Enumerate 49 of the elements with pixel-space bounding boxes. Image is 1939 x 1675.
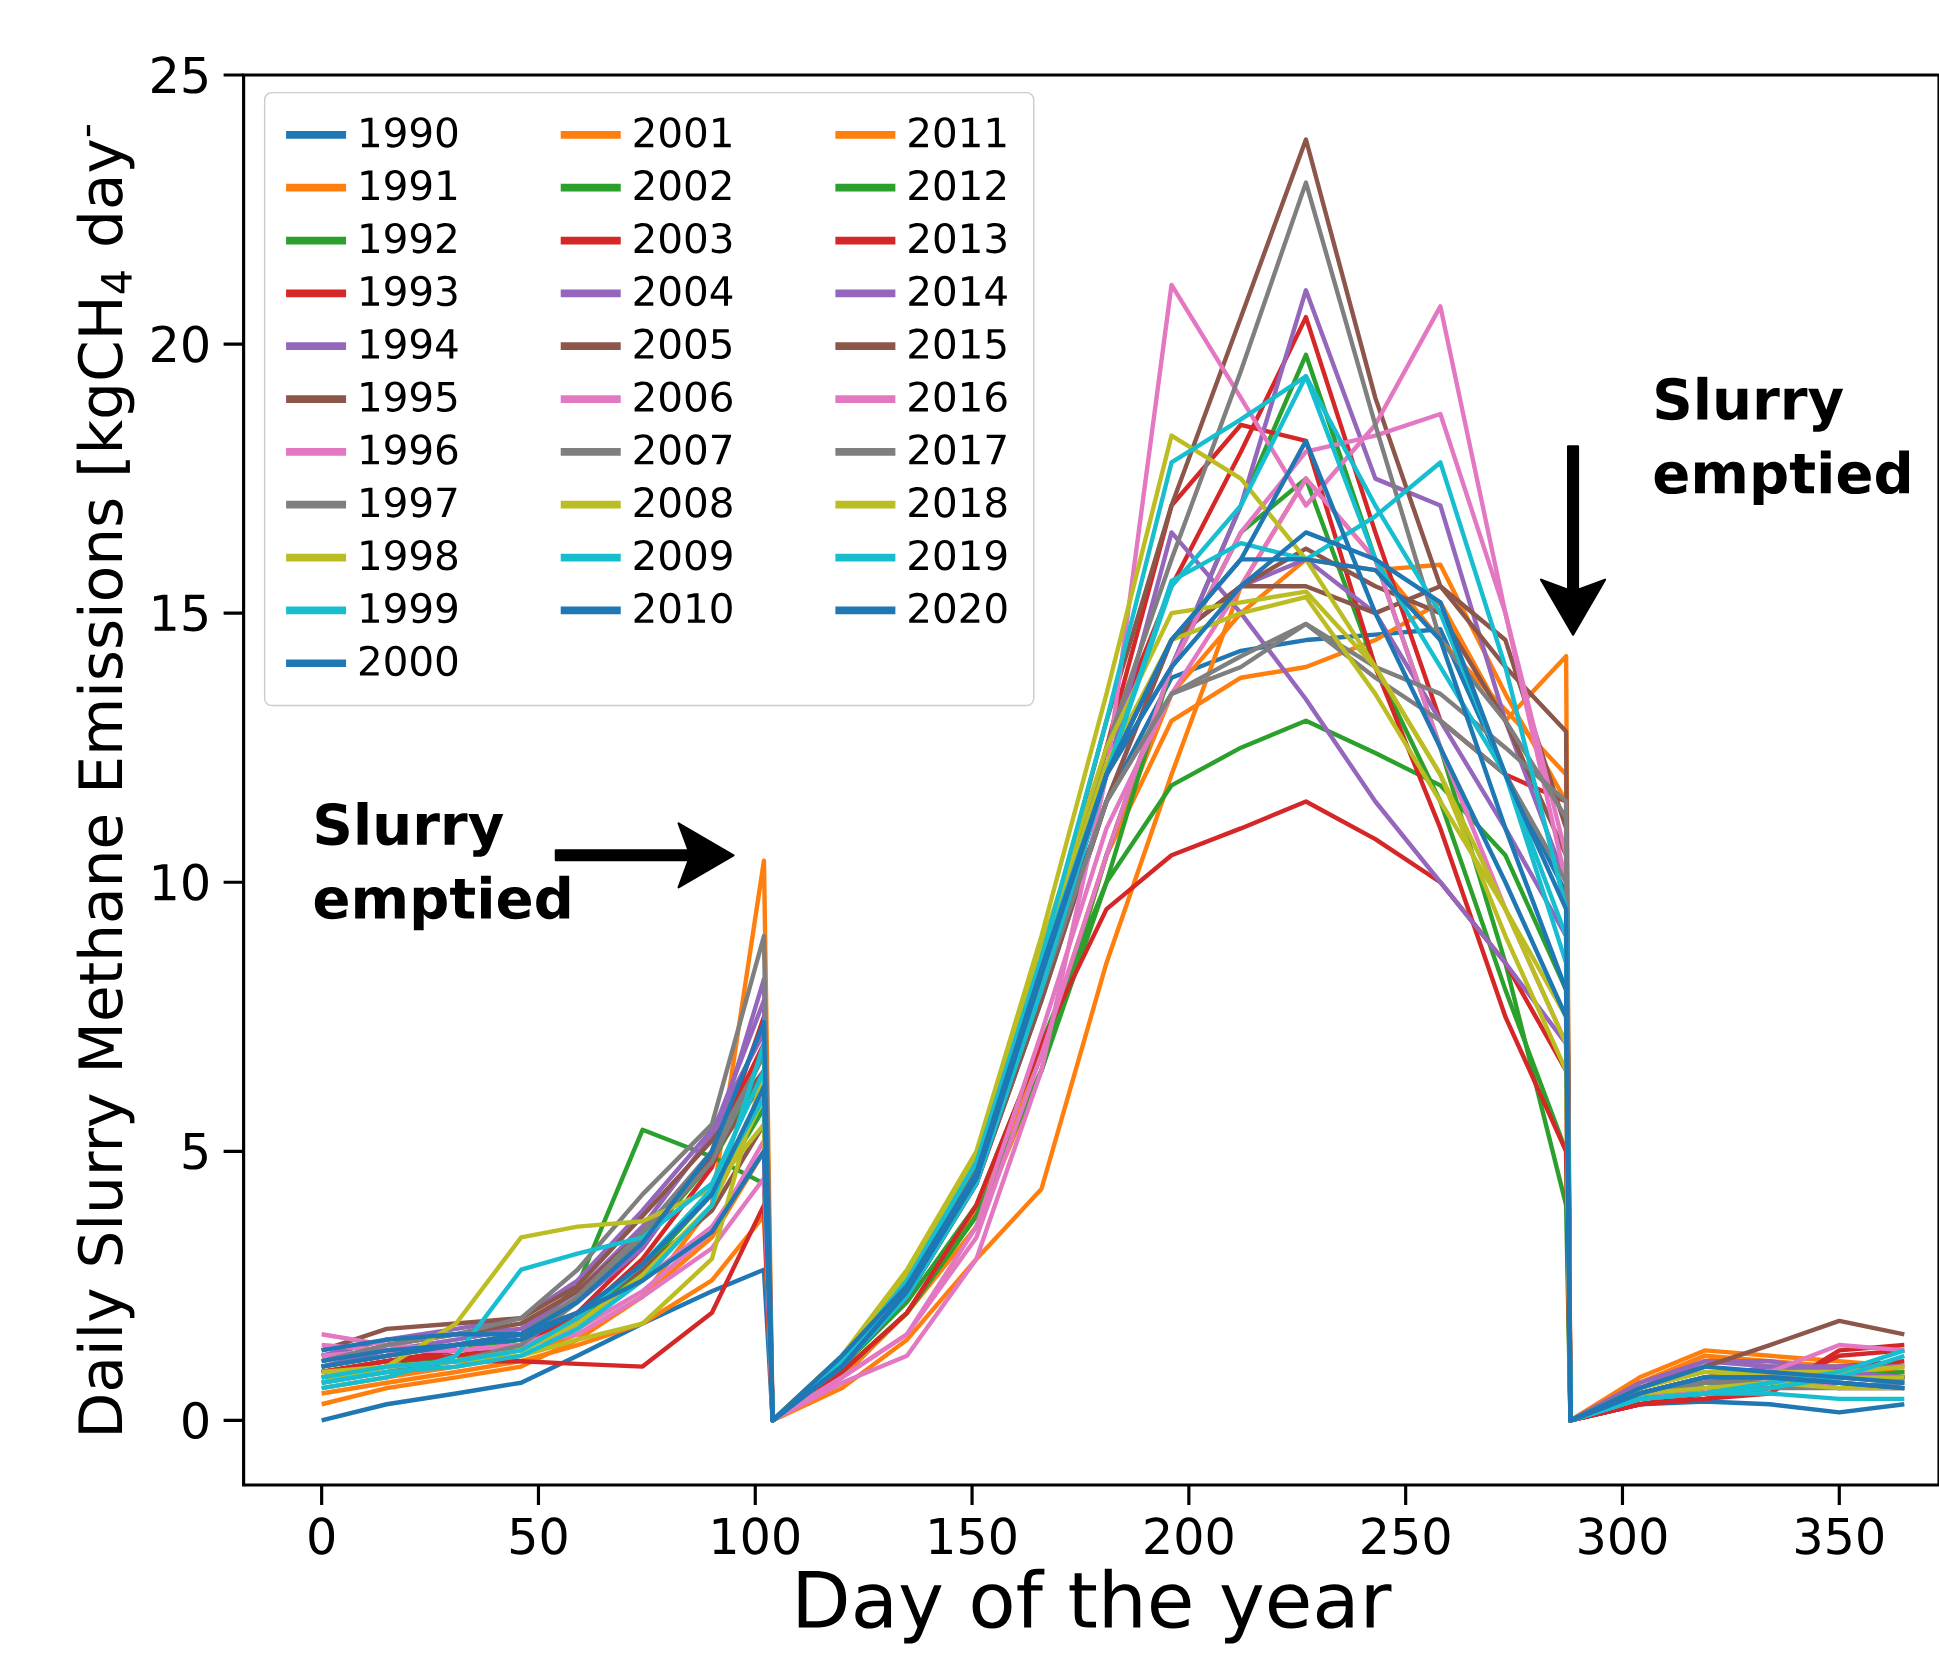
legend-label: 2014 [909,275,1007,307]
legend-label: 2017 [909,434,1006,465]
legend-label: 1993 [361,275,457,307]
x-tick-label: 150 [930,1517,1016,1555]
x-tick-label: 200 [1145,1517,1233,1555]
legend-label: 1992 [361,222,456,254]
legend-label: 2019 [909,539,1007,571]
legend-label: 1996 [361,434,458,465]
legend-label: 2015 [909,328,1006,360]
legend-label: 2016 [909,381,1007,412]
annotation: Slurry emptied [314,801,570,931]
legend-label: 2008 [634,487,732,518]
y-tick-label: 20 [152,325,208,363]
legend-label: 2000 [359,645,458,677]
annotation: Slurry emptied [1654,376,1910,506]
y-tick-label: 10 [153,863,208,901]
legend-label: 2013 [909,222,1006,254]
y-tick-label: 15 [153,594,207,632]
x-tick-label: 300 [1579,1517,1667,1555]
legend-label: 2010 [634,592,732,624]
legend-label: 2011 [909,117,1006,148]
y-tick-label: 25 [152,56,207,94]
x-tick-label: 350 [1796,1517,1883,1555]
x-tick-label: 50 [510,1517,567,1555]
legend-label: 1994 [361,328,458,360]
legend-label: 1995 [361,381,457,412]
legend-label: 2018 [909,487,1007,518]
legend-label: 1990 [361,117,458,148]
legend-label: 2006 [634,381,732,412]
legend-label: 2004 [634,275,733,307]
y-tick-label: 0 [183,1401,208,1440]
legend-label: 1997 [361,487,457,518]
y-axis-title: Daily Slurry Methane Emissions [kgCH$_{4}$ day$^{-}$ [76,125,135,1433]
legend-label: 1991 [361,170,457,201]
legend-label: 1998 [361,539,458,571]
legend-label: 2003 [634,222,732,254]
legend-label: 2009 [634,539,732,571]
legend-label: 2002 [634,170,731,201]
legend-label: 2020 [909,592,1007,624]
legend-label: 2012 [909,170,1006,201]
legend-label: 1999 [361,592,457,624]
legend-label: 2005 [634,328,731,360]
legend-label: 2007 [634,434,732,465]
x-tick-label: 0 [309,1517,335,1555]
legend-label: 2001 [634,117,731,148]
y-tick-label: 5 [183,1133,207,1170]
x-tick-label: 250 [1362,1517,1450,1555]
x-axis-title: Day of the year [798,1568,1392,1644]
x-tick-label: 100 [713,1517,799,1555]
